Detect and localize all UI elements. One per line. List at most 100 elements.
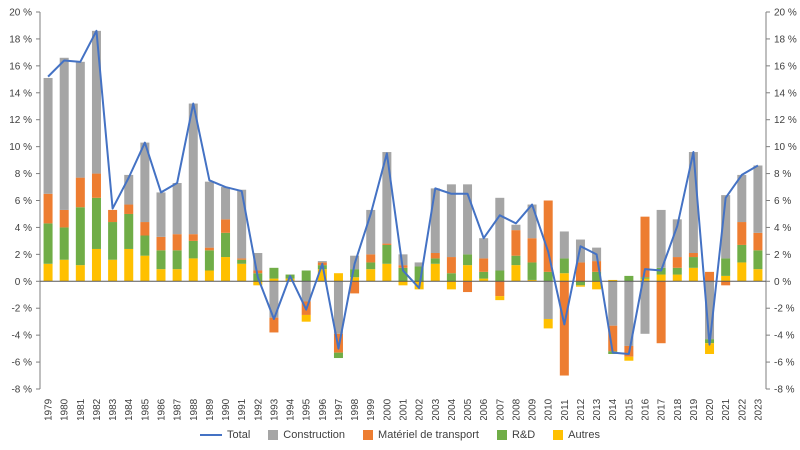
bar-construction <box>705 281 715 340</box>
x-tick-label: 2021 <box>721 398 732 420</box>
x-tick-label: 2012 <box>576 398 587 420</box>
y-tick-label-left: -4 % <box>11 331 32 342</box>
bar-r-d <box>559 258 569 274</box>
bar-construction <box>366 209 376 255</box>
bar-construction <box>737 174 747 223</box>
bar-mat-riel-de-transport <box>527 238 537 263</box>
bar-r-d <box>188 240 198 259</box>
x-tick-label: 2020 <box>705 398 716 420</box>
y-tick-label-right: 18 % <box>774 34 797 45</box>
bar-mat-riel-de-transport <box>608 325 618 352</box>
bar-mat-riel-de-transport <box>75 177 85 208</box>
bar-autres <box>350 277 360 282</box>
bar-construction <box>221 187 231 220</box>
bar-construction <box>156 192 166 237</box>
x-tick-label: 2000 <box>382 398 393 420</box>
x-tick-label: 2002 <box>415 398 426 420</box>
legend-swatch <box>553 430 564 440</box>
bar-mat-riel-de-transport <box>350 281 360 294</box>
x-tick-label: 1990 <box>221 398 232 420</box>
y-tick-label-right: -2 % <box>774 304 795 315</box>
bar-construction <box>317 261 327 263</box>
bar-mat-riel-de-transport <box>543 200 553 272</box>
x-tick-label: 1989 <box>205 398 216 420</box>
legend-label: Construction <box>283 429 346 441</box>
bar-construction <box>43 77 53 194</box>
x-tick-label: 1996 <box>318 398 329 420</box>
bar-r-d <box>527 262 537 280</box>
bar-autres <box>188 258 198 282</box>
bar-autres <box>124 248 134 282</box>
legend: Total Construction Matériel de transport… <box>0 429 800 441</box>
bar-r-d <box>430 258 440 264</box>
bar-construction <box>398 254 408 266</box>
x-tick-label: 1992 <box>253 398 264 420</box>
bar-r-d <box>221 232 231 258</box>
bar-construction <box>237 189 247 259</box>
bar-mat-riel-de-transport <box>333 333 343 353</box>
bar-autres <box>398 281 408 286</box>
y-tick-label-right: 0 % <box>774 277 791 288</box>
bar-autres <box>463 265 473 282</box>
bar-mat-riel-de-transport <box>737 222 747 245</box>
bar-mat-riel-de-transport <box>237 258 247 260</box>
bar-mat-riel-de-transport <box>188 234 198 241</box>
bar-construction <box>527 204 537 239</box>
bar-autres <box>608 279 618 282</box>
bar-construction <box>446 184 456 258</box>
line-total <box>47 29 759 355</box>
bar-autres <box>527 279 537 282</box>
bar-construction <box>204 181 214 248</box>
legend-item-rd: R&D <box>496 429 535 441</box>
bar-r-d <box>108 222 118 260</box>
bar-r-d <box>479 271 489 279</box>
x-tick-label: 2009 <box>528 398 539 420</box>
x-tick-label: 2007 <box>495 398 506 420</box>
bar-construction <box>479 238 489 259</box>
legend-swatch <box>496 430 507 440</box>
bar-r-d <box>333 352 343 359</box>
x-tick-label: 2003 <box>431 398 442 420</box>
x-tick-label: 1981 <box>76 398 87 420</box>
bar-mat-riel-de-transport <box>721 281 731 286</box>
bar-mat-riel-de-transport <box>463 281 473 293</box>
bar-mat-riel-de-transport <box>43 193 53 224</box>
bar-construction <box>688 152 698 254</box>
bar-construction <box>91 30 101 174</box>
bar-autres <box>705 343 715 354</box>
bar-construction <box>511 224 521 231</box>
bar-mat-riel-de-transport <box>269 317 279 333</box>
bar-mat-riel-de-transport <box>688 253 698 258</box>
y-tick-label-left: 2 % <box>15 250 32 261</box>
bar-mat-riel-de-transport <box>479 258 489 272</box>
x-tick-label: 2005 <box>463 398 474 420</box>
x-tick-label: 2006 <box>479 398 490 420</box>
bar-r-d <box>140 235 150 256</box>
bar-r-d <box>592 271 602 282</box>
y-tick-label-right: 12 % <box>774 115 797 126</box>
legend-item-construction: Construction <box>268 429 345 441</box>
bar-autres <box>333 273 343 282</box>
y-tick-label-right: -8 % <box>774 385 795 396</box>
bar-mat-riel-de-transport <box>59 209 69 228</box>
x-tick-label: 2018 <box>673 398 684 420</box>
x-tick-label: 2016 <box>641 398 652 420</box>
bar-r-d <box>75 207 85 266</box>
x-tick-label: 2022 <box>737 398 748 420</box>
bar-r-d <box>382 244 392 264</box>
bar-autres <box>479 278 489 282</box>
bar-r-d <box>172 250 182 270</box>
bar-autres <box>753 269 763 282</box>
bar-mat-riel-de-transport <box>592 261 602 272</box>
bar-r-d <box>640 277 650 279</box>
legend-swatch <box>268 430 279 440</box>
bar-autres <box>446 281 456 290</box>
chart-svg: -8 % -8 % -6 % -6 % -4 % -4 % -2 % -2 % 0 % 0 % 2 … <box>9 8 797 422</box>
x-tick-label: 2014 <box>608 398 619 420</box>
bar-construction <box>753 165 763 233</box>
bar-autres <box>43 263 53 282</box>
y-tick-label-left: 20 % <box>9 8 32 19</box>
x-tick-label: 2015 <box>624 398 635 420</box>
bar-r-d <box>511 255 521 266</box>
bar-autres <box>237 263 247 282</box>
